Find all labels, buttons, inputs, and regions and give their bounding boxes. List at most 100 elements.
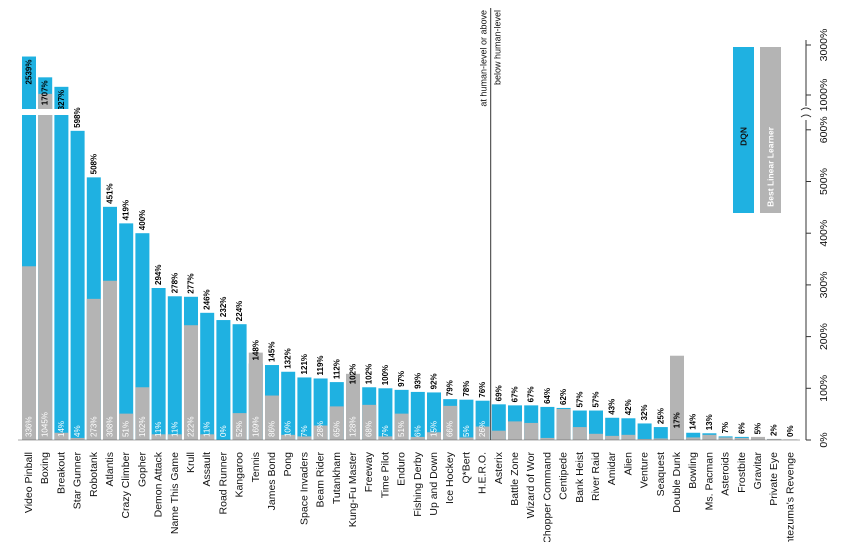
bar: [86, 298, 101, 440]
y-tick-label: 100%: [818, 375, 830, 402]
bar: [200, 434, 215, 440]
value-label: 148%: [251, 340, 260, 360]
value-label: 92%: [430, 373, 439, 389]
value-label: 145%: [268, 342, 277, 362]
bar: [670, 355, 684, 440]
bar: [686, 437, 701, 440]
value-label: 102%: [365, 364, 374, 384]
x-tick-label: Gravitar: [752, 452, 764, 490]
value-label: 11%: [170, 422, 179, 437]
value-label: 0%: [786, 425, 795, 437]
bar: [265, 395, 279, 440]
bar: [167, 296, 182, 440]
bar: [378, 436, 393, 440]
x-tick-label: Chopper Command: [541, 452, 553, 542]
x-tick-label: Demon Attack: [153, 451, 165, 517]
bar: [459, 437, 474, 440]
bar: [297, 436, 312, 440]
bar: [232, 324, 247, 440]
x-tick-label: Road Runner: [217, 452, 229, 515]
value-label: 26%: [478, 421, 487, 437]
x-tick-label: Asteroids: [720, 452, 732, 496]
bar: [313, 378, 328, 440]
value-label: 76%: [478, 382, 487, 398]
bar: [767, 438, 782, 440]
value-label: 246%: [203, 289, 212, 309]
value-label: 28%: [316, 421, 325, 437]
value-label: 4%: [73, 425, 82, 437]
value-label: 7%: [381, 425, 390, 437]
bar: [621, 418, 636, 440]
x-tick-label: Tutankham: [331, 452, 343, 504]
x-tick-label: Ms. Pacman: [703, 452, 715, 511]
bar: [556, 408, 571, 440]
x-tick-label: Video Pinball: [23, 452, 35, 513]
value-label: 222%: [187, 417, 196, 437]
x-tick-label: River Raid: [590, 452, 602, 501]
x-tick-label: Fishing Derby: [412, 451, 424, 517]
annotation: below human-level: [493, 10, 503, 85]
bar: [491, 430, 506, 440]
y-tick-label: 200%: [818, 323, 830, 350]
y-tick-label: 600%: [818, 116, 830, 143]
x-tick-label: Ice Hockey: [444, 451, 456, 504]
value-label: 132%: [284, 348, 293, 368]
bar: [572, 427, 587, 440]
bar: [589, 433, 603, 440]
value-label: 277%: [187, 273, 196, 293]
value-label: 78%: [462, 381, 471, 397]
value-label: 451%: [106, 183, 115, 203]
value-label: 232%: [219, 297, 228, 317]
value-label: 336%: [25, 417, 34, 437]
bar: [70, 130, 85, 441]
value-label: 57%: [592, 392, 601, 408]
legend-label: DQN: [739, 127, 749, 146]
bar: [281, 371, 296, 440]
bar: [362, 404, 377, 440]
value-label: 17%: [673, 412, 682, 428]
value-label: 67%: [527, 386, 536, 402]
bar: [151, 434, 166, 440]
bar: [653, 438, 668, 440]
bar: [459, 399, 474, 440]
bar: [281, 434, 296, 440]
x-tick-label: Battle Zone: [509, 452, 521, 506]
bar: [427, 392, 441, 440]
value-label: 15%: [430, 421, 439, 437]
bar: [184, 325, 198, 440]
value-label: 2539%: [25, 60, 34, 85]
value-label: 43%: [608, 399, 617, 415]
value-label: 308%: [106, 417, 115, 437]
bar: [410, 436, 425, 440]
value-label: 42%: [624, 399, 633, 415]
x-tick-label: Crazy Climber: [120, 452, 132, 519]
value-label: 57%: [575, 392, 584, 408]
x-tick-label: Up and Down: [428, 452, 440, 516]
axis-break-band: [18, 109, 69, 115]
bar: [621, 434, 636, 440]
x-tick-label: Star Gunner: [72, 452, 84, 510]
value-label: 2%: [770, 424, 779, 436]
legend-swatch: [733, 47, 754, 213]
x-tick-label: Frostbite: [736, 452, 748, 493]
bar: [410, 391, 425, 440]
value-label: 112%: [332, 359, 341, 379]
value-label: 64%: [543, 388, 552, 404]
x-tick-label: Space Invaders: [298, 452, 310, 525]
x-tick-label: Name This Game: [169, 452, 181, 534]
y-tick-label: 300%: [818, 271, 830, 298]
x-tick-label: Robotank: [88, 451, 100, 497]
x-tick-label: Montezuma's Revenge: [784, 452, 796, 542]
x-tick-label: Kung-Fu Master: [347, 451, 359, 527]
bar: [394, 413, 409, 440]
value-label: 1327%: [57, 90, 66, 115]
x-tick-label: Bowling: [687, 452, 699, 489]
value-label: 32%: [640, 404, 649, 420]
value-label: 66%: [446, 421, 455, 437]
axis-break: [800, 107, 812, 118]
value-label: 14%: [57, 421, 66, 437]
x-tick-label: Bank Heist: [574, 452, 586, 503]
bar: [54, 432, 69, 440]
value-label: 52%: [235, 421, 244, 437]
value-label: 86%: [268, 421, 277, 437]
